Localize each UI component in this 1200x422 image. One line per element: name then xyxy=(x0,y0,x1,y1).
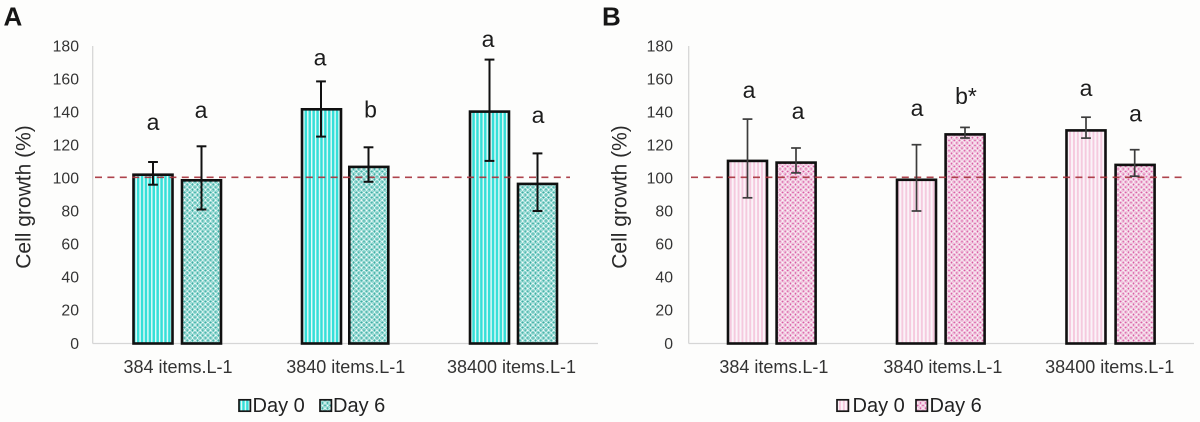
svg-text:Day 6: Day 6 xyxy=(333,395,385,417)
svg-text:a: a xyxy=(482,26,495,52)
svg-text:Day 0: Day 0 xyxy=(253,395,305,417)
svg-text:180: 180 xyxy=(53,38,80,55)
svg-text:60: 60 xyxy=(61,237,79,254)
svg-text:b: b xyxy=(364,97,377,123)
svg-text:384 items.L-1: 384 items.L-1 xyxy=(719,357,828,377)
svg-text:160: 160 xyxy=(647,71,674,88)
svg-text:a: a xyxy=(532,102,545,128)
svg-text:Cell growth (%): Cell growth (%) xyxy=(609,125,632,269)
svg-text:40: 40 xyxy=(61,270,79,287)
svg-text:B: B xyxy=(602,2,621,32)
svg-text:120: 120 xyxy=(53,138,80,155)
svg-text:100: 100 xyxy=(53,171,80,188)
svg-text:0: 0 xyxy=(70,336,79,353)
svg-text:a: a xyxy=(743,77,756,103)
svg-text:a: a xyxy=(1129,101,1142,127)
svg-text:80: 80 xyxy=(61,204,79,221)
svg-text:384 items.L-1: 384 items.L-1 xyxy=(123,357,232,377)
svg-text:180: 180 xyxy=(647,38,674,55)
svg-text:40: 40 xyxy=(655,270,673,287)
svg-text:a: a xyxy=(792,98,805,124)
svg-text:38400 items.L-1: 38400 items.L-1 xyxy=(447,357,576,377)
svg-text:160: 160 xyxy=(53,71,80,88)
svg-text:Cell growth (%): Cell growth (%) xyxy=(13,125,36,269)
svg-text:a: a xyxy=(195,97,208,123)
svg-text:a: a xyxy=(314,44,327,70)
svg-text:140: 140 xyxy=(53,104,80,121)
svg-text:20: 20 xyxy=(655,303,673,320)
svg-text:3840 items.L-1: 3840 items.L-1 xyxy=(286,357,405,377)
svg-text:A: A xyxy=(4,2,23,32)
svg-text:0: 0 xyxy=(664,336,673,353)
svg-text:120: 120 xyxy=(647,138,674,155)
svg-text:b*: b* xyxy=(955,83,977,109)
svg-text:Day 0: Day 0 xyxy=(853,395,905,417)
svg-text:Day 6: Day 6 xyxy=(930,395,982,417)
svg-text:38400 items.L-1: 38400 items.L-1 xyxy=(1045,357,1174,377)
svg-text:3840 items.L-1: 3840 items.L-1 xyxy=(883,357,1002,377)
svg-text:a: a xyxy=(911,95,924,121)
svg-text:140: 140 xyxy=(647,104,674,121)
svg-text:20: 20 xyxy=(61,303,79,320)
svg-text:60: 60 xyxy=(655,237,673,254)
svg-text:80: 80 xyxy=(655,204,673,221)
svg-text:a: a xyxy=(1080,75,1093,101)
svg-text:100: 100 xyxy=(647,171,674,188)
svg-text:a: a xyxy=(147,109,160,135)
